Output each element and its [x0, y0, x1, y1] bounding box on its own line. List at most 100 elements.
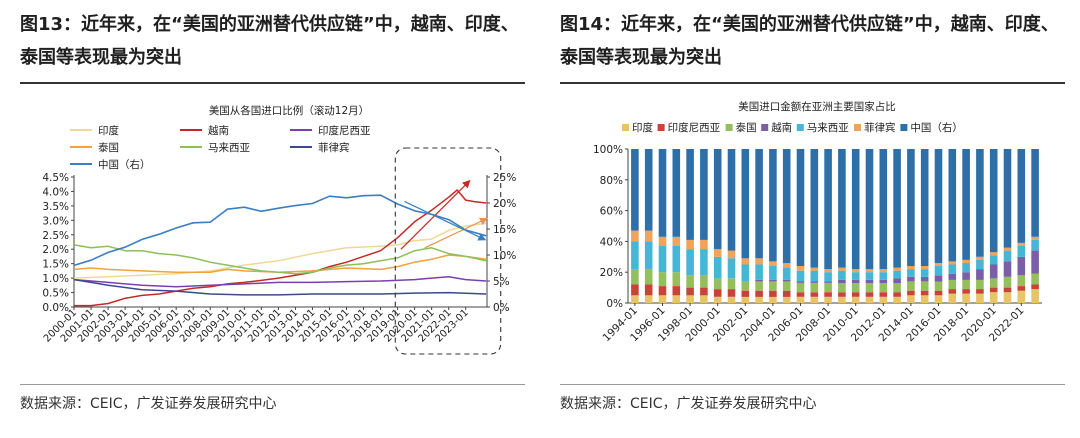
- bar-segment: [700, 239, 708, 250]
- bar-segment: [851, 269, 860, 273]
- bar-segment: [838, 283, 846, 293]
- legend-label-1: 印度尼西亚: [668, 121, 721, 134]
- bar-segment: [796, 266, 805, 271]
- bar-segment: [741, 149, 750, 259]
- bar-segment: [879, 296, 888, 303]
- left-y-tick-label: 2.5%: [42, 230, 69, 242]
- figure-14-source: 数据来源：CEIC，广发证券发展研究中心: [560, 396, 817, 412]
- left-y-tick-label: 2.0%: [42, 244, 69, 256]
- trend-arrow-1: [424, 217, 488, 249]
- bar-segment: [672, 272, 681, 287]
- bar-segment: [838, 296, 846, 303]
- bar-segment: [782, 149, 791, 263]
- right-y-tick-label: 10%: [493, 250, 516, 262]
- bar-segment: [782, 263, 791, 268]
- bar-segment: [920, 281, 929, 291]
- bar-segment: [686, 239, 694, 250]
- left-y-tick-label: 3.0%: [42, 215, 69, 227]
- bar-segment: [796, 283, 805, 293]
- series-line-3: [73, 254, 487, 274]
- right-y-tick-label: 5%: [493, 276, 510, 288]
- legend-swatch-6: [900, 124, 908, 131]
- trend-arrow-0: [400, 179, 471, 250]
- bar-segment: [1003, 292, 1012, 303]
- bar-segment: [962, 293, 970, 303]
- bar-segment: [658, 246, 667, 273]
- bar-segment: [1003, 247, 1012, 251]
- bar-segment: [865, 149, 874, 270]
- bar-segment: [672, 286, 681, 296]
- bar-segment: [1031, 289, 1039, 303]
- bar-segment: [686, 287, 694, 296]
- bar-segment: [1017, 275, 1026, 287]
- bar-segment: [644, 149, 653, 231]
- bar-segment: [755, 296, 763, 303]
- bar-segment: [851, 272, 860, 280]
- title-divider: [560, 82, 1065, 84]
- bar-segment: [989, 264, 998, 279]
- bar-segment: [658, 295, 667, 303]
- bar-segment: [727, 149, 736, 251]
- bar-segment: [727, 250, 736, 259]
- right-y-tick-label: 20%: [493, 198, 516, 210]
- bar-segment: [851, 279, 860, 283]
- bar-segment: [713, 249, 722, 257]
- bar-segment: [851, 292, 860, 297]
- bar-segment: [672, 149, 681, 237]
- bar-segment: [824, 296, 832, 303]
- y-tick-label: 40%: [600, 236, 623, 248]
- bar-segment: [1017, 246, 1026, 257]
- right-y-tick-label: 0%: [493, 302, 510, 314]
- trend-arrow-2: [404, 200, 487, 241]
- bar-segment: [672, 295, 681, 303]
- bar-segment: [907, 269, 915, 277]
- legend-label-0: 印度: [632, 121, 653, 134]
- figure-14-title: 图14：近年来，在“美国的亚洲替代供应链”中，越南、印度、泰国等表现最为突出: [560, 14, 1059, 68]
- figure-13-source: 数据来源：CEIC，广发证券发展研究中心: [20, 396, 277, 412]
- source-divider: [20, 384, 525, 385]
- bar-segment: [769, 290, 777, 297]
- bar-segment: [934, 149, 943, 263]
- bar-segment: [824, 269, 832, 273]
- bar-segment: [948, 279, 957, 290]
- bar-segment: [686, 295, 694, 303]
- bar-segment: [1003, 261, 1012, 277]
- bar-segment: [755, 258, 763, 265]
- legend-label-1: 越南: [208, 124, 229, 137]
- bar-segment: [755, 281, 763, 291]
- bar-segment: [893, 283, 901, 293]
- bar-segment: [976, 269, 984, 280]
- legend-label-6: 中国（右）: [910, 121, 963, 134]
- bar-segment: [810, 296, 819, 303]
- bar-segment: [631, 269, 639, 285]
- bar-segment: [920, 266, 929, 270]
- y-tick-label: 80%: [600, 175, 623, 187]
- right-y-tick-label: 15%: [493, 224, 516, 236]
- bar-segment: [782, 281, 791, 291]
- bar-segment: [769, 149, 777, 262]
- bar-segment: [934, 290, 943, 296]
- highlight-dashed-box: [394, 147, 502, 355]
- legend-swatch-1: [657, 124, 665, 131]
- chart-title: 美国从各国进口比例（滚动12月）: [209, 104, 369, 117]
- bar-segment: [838, 267, 846, 271]
- bar-segment: [1003, 250, 1012, 262]
- bar-segment: [631, 230, 639, 242]
- bar-segment: [810, 270, 819, 282]
- series-line-0: [73, 222, 487, 279]
- legend-label-5: 菲律宾: [864, 121, 896, 134]
- bar-segment: [865, 272, 874, 280]
- bar-segment: [727, 258, 736, 279]
- bar-segment: [700, 295, 708, 303]
- bar-segment: [962, 263, 970, 273]
- bar-segment: [741, 296, 750, 303]
- bar-segment: [934, 275, 943, 282]
- bar-segment: [810, 283, 819, 293]
- bar-segment: [865, 269, 874, 273]
- bar-segment: [769, 279, 777, 282]
- bar-segment: [976, 289, 984, 294]
- bar-segment: [976, 149, 984, 257]
- bar-segment: [824, 281, 832, 283]
- bar-segment: [920, 149, 929, 266]
- bar-segment: [879, 272, 888, 280]
